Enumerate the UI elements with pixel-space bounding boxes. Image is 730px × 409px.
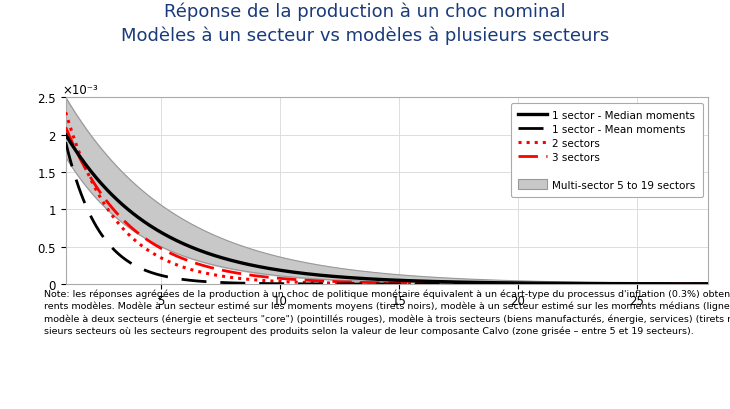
Text: Note: les réponses agrégées de la production à un choc de politique monétaire éq: Note: les réponses agrégées de la produc… bbox=[44, 288, 730, 335]
Text: ×10⁻³: ×10⁻³ bbox=[63, 83, 99, 96]
Text: Modèles à un secteur vs modèles à plusieurs secteurs: Modèles à un secteur vs modèles à plusie… bbox=[121, 27, 609, 45]
Text: Réponse de la production à un choc nominal: Réponse de la production à un choc nomin… bbox=[164, 2, 566, 20]
Legend: 1 sector - Median moments, 1 sector - Mean moments, 2 sectors, 3 sectors, , Mult: 1 sector - Median moments, 1 sector - Me… bbox=[511, 103, 703, 197]
